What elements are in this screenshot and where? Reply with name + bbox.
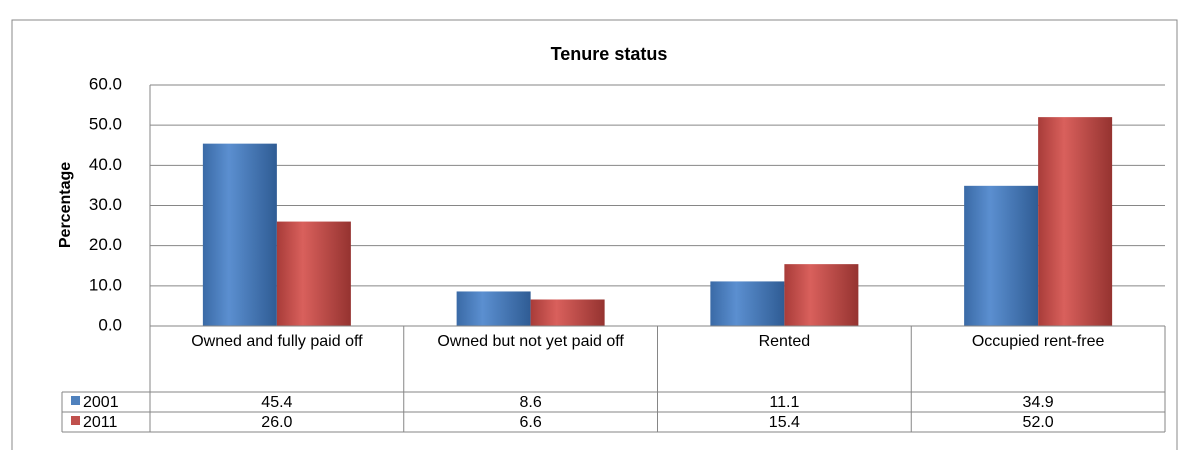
bar [784,264,859,326]
y-tick-label: 60.0 [89,74,122,93]
y-axis-label: Percentage [57,162,74,248]
y-tick-label: 30.0 [89,195,122,214]
table-value: 26.0 [261,414,292,431]
bar [964,185,1039,326]
x-tick-label: Owned and fully paid off [191,333,363,350]
y-tick-label: 40.0 [89,155,122,174]
y-tick-label: 0.0 [98,315,122,334]
table-value: 45.4 [261,394,292,411]
table-value: 52.0 [1023,414,1054,431]
chart-title: Tenure status [551,44,668,64]
bar [276,221,351,326]
legend-swatch [71,416,80,425]
x-tick-label: Owned but not yet paid off [437,333,624,350]
table-value: 11.1 [769,394,799,411]
x-tick-label: Occupied rent-free [971,333,1105,350]
y-tick-label: 10.0 [89,275,122,294]
table-value: 8.6 [520,394,542,411]
table-value: 6.6 [520,414,542,431]
table-value: 15.4 [769,414,800,431]
bar [710,281,785,326]
bar [1038,117,1113,326]
legend-label: 2001 [83,394,119,411]
y-tick-label: 50.0 [89,115,122,134]
y-tick-label: 20.0 [89,235,122,254]
legend-label: 2011 [83,414,118,431]
table-value: 34.9 [1023,394,1054,411]
bar [530,299,605,326]
bar [456,291,531,326]
bar [202,143,277,326]
x-tick-label: Rented [758,333,811,350]
legend-swatch [71,396,80,405]
